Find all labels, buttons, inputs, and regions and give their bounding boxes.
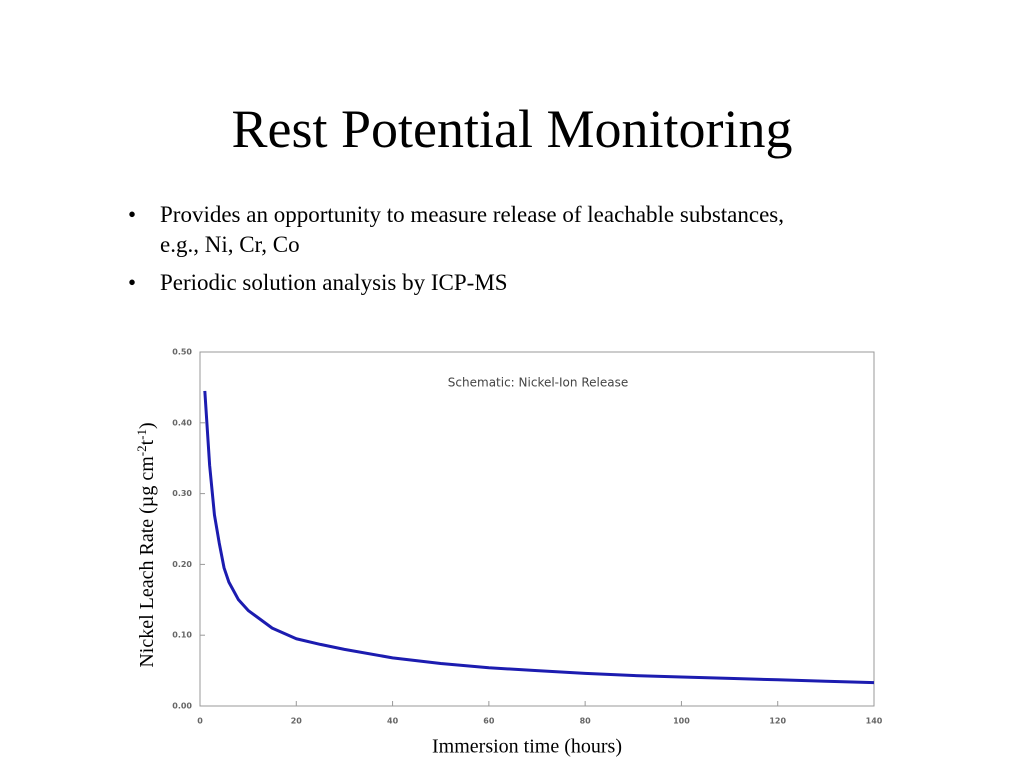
bullet: Provides an opportunity to measure relea… bbox=[128, 200, 808, 260]
x-tick-label: 140 bbox=[866, 717, 883, 726]
y-tick-label: 0.20 bbox=[172, 560, 192, 569]
y-label-sup: -1 bbox=[134, 429, 149, 440]
x-tick-label: 80 bbox=[580, 717, 592, 726]
x-tick-label: 120 bbox=[769, 717, 786, 726]
y-axis-label: Nickel Leach Rate (µg cm-2t-1) bbox=[134, 422, 158, 667]
y-tick-label: 0.50 bbox=[172, 348, 192, 357]
chart-title: Schematic: Nickel-Ion Release bbox=[448, 376, 628, 390]
x-tick-label: 60 bbox=[483, 717, 495, 726]
slide-title: Rest Potential Monitoring bbox=[231, 99, 793, 159]
y-label-part: ) bbox=[136, 422, 158, 429]
y-label-part: t bbox=[136, 439, 158, 445]
y-tick-label: 0.00 bbox=[172, 702, 192, 711]
y-tick-label: 0.40 bbox=[172, 418, 192, 427]
x-tick-label: 100 bbox=[673, 717, 690, 726]
y-label-part: Nickel Leach Rate (µg cm bbox=[136, 456, 158, 668]
y-label-sup: -2 bbox=[134, 445, 149, 456]
bullet-list: Provides an opportunity to measure relea… bbox=[128, 200, 808, 306]
x-tick-label: 40 bbox=[387, 717, 399, 726]
y-tick-label: 0.10 bbox=[172, 631, 192, 640]
bullet: Periodic solution analysis by ICP-MS bbox=[128, 268, 808, 298]
x-tick-label: 0 bbox=[197, 717, 203, 726]
x-axis-label: Immersion time (hours) bbox=[432, 736, 622, 758]
data-line bbox=[203, 390, 875, 685]
y-tick-label: 0.30 bbox=[172, 489, 192, 498]
plot-frame bbox=[199, 351, 875, 707]
x-tick-label: 20 bbox=[291, 717, 303, 726]
